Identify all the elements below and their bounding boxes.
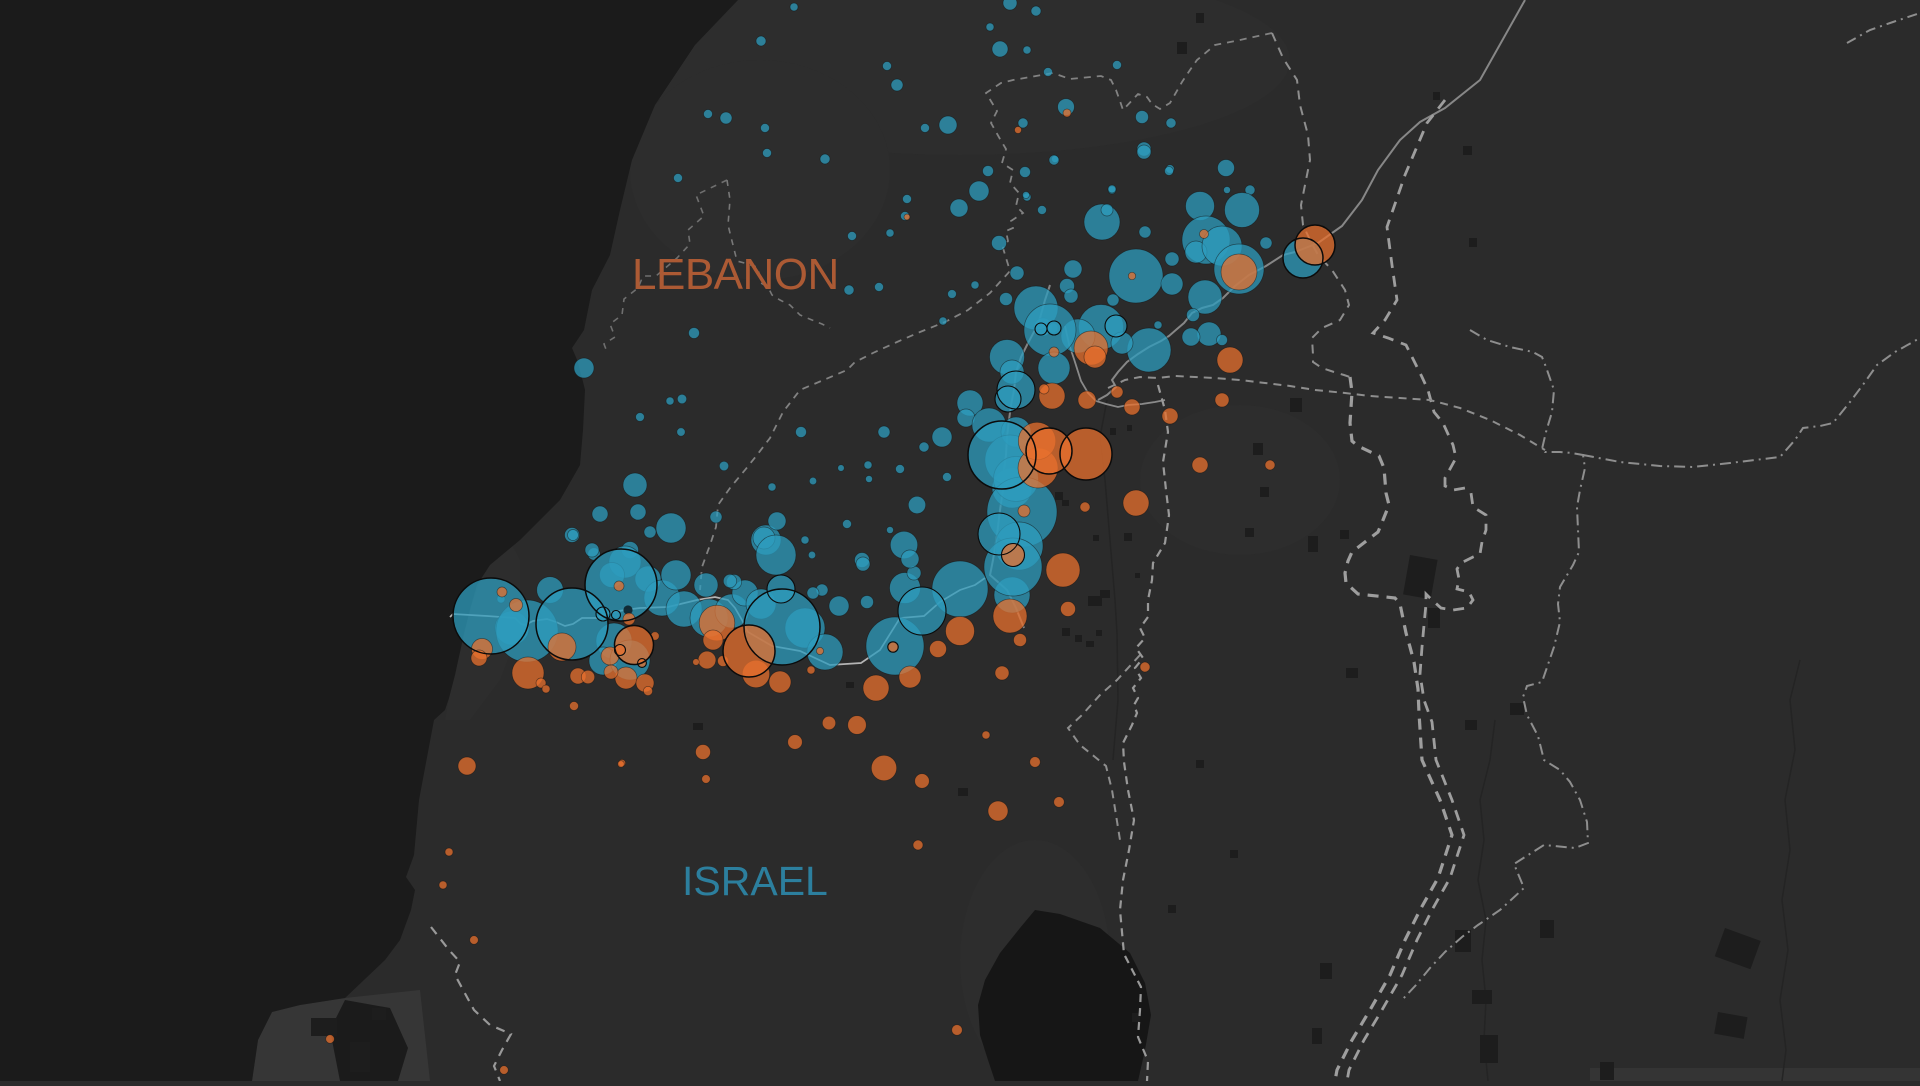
svg-text:ISRAEL: ISRAEL (682, 858, 828, 904)
svg-text:LEBANON: LEBANON (632, 250, 839, 299)
